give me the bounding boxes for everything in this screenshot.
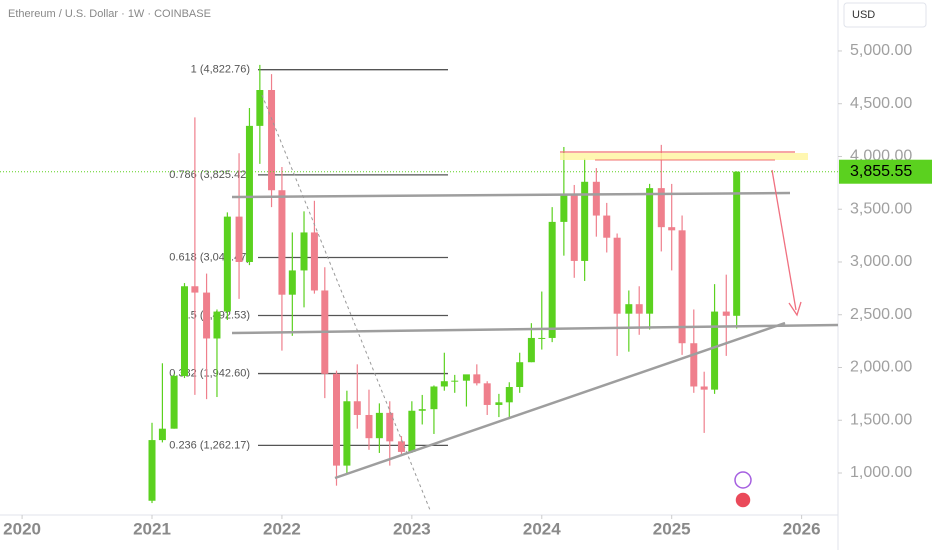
candle-body xyxy=(527,337,535,363)
candle-body xyxy=(268,90,276,191)
fib-label: 0.786 (3,825.42) xyxy=(169,169,250,181)
candle-body xyxy=(613,237,621,314)
candle-body xyxy=(690,343,698,387)
dashed-line xyxy=(261,94,431,511)
candle-body xyxy=(505,387,513,403)
x-tick-label: 2021 xyxy=(133,519,171,538)
candle-body xyxy=(635,304,643,314)
y-tick-label: 5,000.00 xyxy=(850,42,912,59)
currency[interactable]: USD xyxy=(852,9,875,21)
candle-body xyxy=(548,221,556,338)
candle-body xyxy=(365,414,373,439)
currency-box[interactable] xyxy=(843,2,927,28)
drawings xyxy=(231,94,839,511)
candle-body xyxy=(213,311,221,339)
candle-body xyxy=(408,410,416,452)
y-tick-label: 3,000.00 xyxy=(850,253,912,270)
candle-body xyxy=(603,215,611,238)
candle-body xyxy=(722,311,730,316)
candle-body xyxy=(300,232,308,271)
candle-body xyxy=(288,270,296,295)
candle-body xyxy=(245,125,253,262)
candle-body xyxy=(570,194,578,261)
plot-area: 1 (4,822.76)0.786 (3,825.42)0.618 (3,042… xyxy=(148,64,741,504)
candle-body xyxy=(700,386,708,390)
x-tick-label: 2020 xyxy=(3,519,41,538)
y-tick-label: 1,000.00 xyxy=(850,464,912,481)
candle-body xyxy=(278,190,286,295)
candle-body xyxy=(397,441,405,452)
candle-body xyxy=(646,188,654,314)
candle-body xyxy=(733,171,741,316)
x-tick-label: 2024 xyxy=(523,519,561,538)
candle-body xyxy=(203,292,211,339)
candle-body xyxy=(180,286,188,376)
event-icon[interactable] xyxy=(734,491,752,509)
fib-label: 1 (4,822.76) xyxy=(191,64,250,76)
candle-body xyxy=(581,181,589,261)
candle-body xyxy=(310,232,318,291)
candle-body xyxy=(223,216,231,312)
candle-body xyxy=(170,375,178,429)
event-icon[interactable] xyxy=(734,471,752,489)
candle-body xyxy=(657,188,665,228)
y-tick-label: 2,000.00 xyxy=(850,359,912,376)
candle-body xyxy=(440,381,448,387)
last-price-box xyxy=(839,159,932,184)
horizontal-line xyxy=(231,323,839,335)
fib-label: 0.236 (1,262.17) xyxy=(169,439,250,451)
candle-body xyxy=(560,194,568,222)
candle-body xyxy=(332,373,340,466)
chart-title: Ethereum / U.S. Dollar · 1W · COINBASE xyxy=(8,8,211,20)
fib-label: 0.382 (1,942.60) xyxy=(169,367,250,379)
candle-body xyxy=(625,304,633,314)
candle-body xyxy=(483,383,491,405)
candle-body xyxy=(418,409,426,411)
x-tick-label: 2025 xyxy=(653,519,691,538)
candle-body xyxy=(191,286,199,293)
candle-body xyxy=(235,216,243,262)
y-tick-label: 1,500.00 xyxy=(850,411,912,428)
candle-body xyxy=(538,337,546,339)
projection-arrow xyxy=(771,169,797,311)
last-price-label: 3,855.55 xyxy=(850,163,912,180)
y-tick-label: 2,500.00 xyxy=(850,306,912,323)
candle-body xyxy=(462,374,470,381)
arrow-head xyxy=(788,301,802,317)
candle-body xyxy=(256,90,264,126)
candle-body xyxy=(495,402,503,405)
horizontal-line xyxy=(231,191,791,199)
candle-body xyxy=(678,230,686,344)
x-tick-label: 2023 xyxy=(393,519,431,538)
y-tick-label: 4,500.00 xyxy=(850,95,912,112)
candle-body xyxy=(711,311,719,390)
candle-body xyxy=(516,362,524,388)
candle-body xyxy=(668,227,676,231)
candle-body xyxy=(343,401,351,466)
candle-body xyxy=(148,440,156,501)
candle-body xyxy=(158,428,166,441)
candle-body xyxy=(451,380,459,382)
candle-body xyxy=(375,412,383,439)
y-tick-label: 3,500.00 xyxy=(850,200,912,217)
candle-body xyxy=(473,374,481,384)
candle-body xyxy=(353,401,361,415)
resistance-zone xyxy=(560,153,808,160)
candle-body xyxy=(430,386,438,410)
trend-line xyxy=(334,321,786,480)
candle-body xyxy=(386,412,394,442)
candle-body xyxy=(592,181,600,216)
x-tick-label: 2026 xyxy=(783,519,821,538)
x-tick-label: 2022 xyxy=(263,519,301,538)
